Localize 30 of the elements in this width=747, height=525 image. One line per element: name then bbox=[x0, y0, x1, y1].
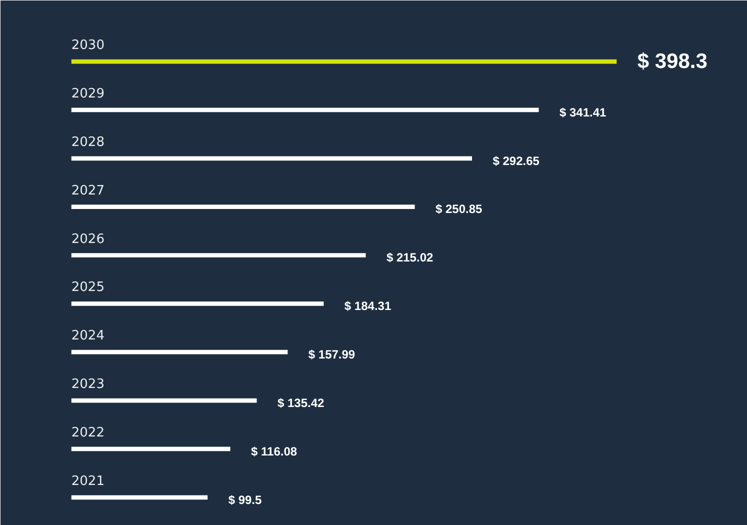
data-label: $ 157.99 bbox=[308, 348, 356, 362]
bar bbox=[71, 108, 539, 112]
y-tick-label: 2024 bbox=[71, 328, 104, 344]
y-tick-label: 2029 bbox=[71, 86, 104, 102]
bar bbox=[71, 253, 366, 258]
data-label: $ 215.02 bbox=[386, 250, 434, 265]
bar bbox=[71, 446, 230, 452]
data-label: $ 184.31 bbox=[344, 299, 392, 314]
data-label: $ 292.65 bbox=[492, 154, 540, 168]
y-tick-label: 2026 bbox=[71, 232, 104, 247]
bar bbox=[71, 350, 288, 354]
bar bbox=[71, 495, 208, 500]
y-tick-label: 2030 bbox=[71, 38, 104, 54]
bar bbox=[71, 59, 617, 64]
bar bbox=[71, 156, 472, 161]
data-label: $ 398.3 bbox=[637, 50, 708, 74]
data-label: $ 135.42 bbox=[277, 396, 325, 410]
data-label: $ 116.08 bbox=[251, 444, 298, 458]
data-label: $ 250.85 bbox=[436, 202, 483, 216]
y-tick-label: 2021 bbox=[71, 474, 104, 489]
data-label: $ 341.41 bbox=[559, 105, 607, 120]
bar bbox=[71, 302, 324, 306]
y-tick-label: 2023 bbox=[71, 377, 104, 392]
bar bbox=[71, 204, 415, 209]
y-tick-label: 2028 bbox=[71, 134, 104, 150]
y-tick-label: 2025 bbox=[71, 280, 104, 296]
data-label: $ 99.5 bbox=[228, 492, 262, 507]
bar bbox=[71, 398, 257, 403]
y-tick-label: 2027 bbox=[71, 183, 104, 198]
y-tick-label: 2022 bbox=[71, 426, 104, 441]
